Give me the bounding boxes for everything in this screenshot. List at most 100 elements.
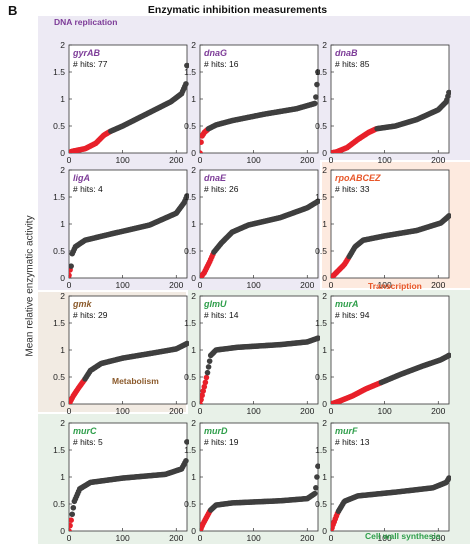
data-point: [313, 94, 319, 100]
y-tick-label: 0.5: [184, 372, 196, 382]
data-point: [184, 193, 189, 199]
y-tick-label: 0.5: [184, 499, 196, 509]
hits-label: # hits: 16: [204, 59, 239, 69]
x-tick-label: 200: [431, 406, 445, 416]
y-tick-label: 0: [191, 273, 196, 283]
plot-area: [330, 422, 450, 532]
plot-area: [68, 169, 188, 279]
subplot-dnaE: 0 0.5 1 1.5 2 0 100 200 dnaE# hits: 26: [184, 165, 320, 290]
data-point: [311, 490, 318, 497]
x-tick-label: 100: [247, 280, 261, 290]
subplot-dnaG: 0 0.5 1 1.5 2 0 100 200 dnaG# hits: 16: [184, 40, 320, 165]
x-tick-label: 0: [329, 533, 334, 543]
gene-name: gmk: [72, 299, 93, 309]
y-tick-label: 0: [60, 148, 65, 158]
y-tick-label: 0.5: [315, 372, 327, 382]
y-tick-label: 1: [191, 94, 196, 104]
hits-label: # hits: 94: [335, 310, 370, 320]
subplot-murD: 0 0.5 1 1.5 2 0 100 200 murD# hits: 19: [184, 418, 320, 543]
y-tick-label: 2: [322, 165, 327, 175]
x-tick-label: 100: [247, 406, 261, 416]
data-point: [69, 263, 74, 269]
hit-point: [200, 396, 204, 403]
subplot-dnaB: 0 0.5 1 1.5 2 0 100 200 dnaB# hits: 85: [315, 40, 451, 165]
y-tick-label: 1: [60, 472, 65, 482]
y-tick-label: 1.5: [184, 67, 196, 77]
points-dnaB: [331, 89, 451, 153]
hits-label: # hits: 26: [204, 184, 239, 194]
hit-point: [200, 150, 203, 153]
hits-label: # hits: 85: [335, 59, 370, 69]
data-point: [183, 458, 189, 464]
x-tick-label: 100: [116, 406, 130, 416]
x-tick-label: 0: [329, 155, 334, 165]
y-tick-label: 1.5: [53, 192, 65, 202]
y-tick-label: 2: [60, 40, 65, 50]
x-tick-label: 100: [116, 155, 130, 165]
x-tick-label: 100: [116, 280, 130, 290]
data-point: [184, 340, 189, 347]
hit-point: [200, 388, 207, 394]
gene-name: ligA: [73, 173, 90, 183]
group-label-cell-wall-synthesis: Cell wall synthesis: [365, 531, 441, 541]
subplot-gmk: 0 0.5 1 1.5 2 0 100 200 gmk# hits: 29: [53, 291, 189, 416]
figure-title: Enzymatic inhibition measurements: [147, 4, 328, 16]
y-tick-label: 1.5: [315, 67, 327, 77]
y-tick-label: 1: [60, 345, 65, 355]
hits-label: # hits: 77: [73, 59, 108, 69]
x-tick-label: 200: [300, 406, 314, 416]
gene-name: dnaB: [335, 48, 358, 58]
y-tick-label: 0: [322, 399, 327, 409]
y-tick-label: 2: [322, 40, 327, 50]
x-tick-label: 200: [169, 533, 183, 543]
hit-point: [69, 522, 73, 529]
gene-name: murA: [335, 299, 359, 309]
x-tick-label: 200: [431, 533, 445, 543]
x-tick-label: 0: [198, 155, 203, 165]
x-tick-label: 100: [116, 533, 130, 543]
y-tick-label: 0.5: [315, 121, 327, 131]
subplot-murF: 0 0.5 1 1.5 2 0 100 200 murF# hits: 13: [315, 418, 451, 543]
y-tick-label: 1: [60, 219, 65, 229]
x-tick-label: 0: [67, 155, 72, 165]
y-tick-label: 2: [60, 165, 65, 175]
data-point: [314, 81, 320, 88]
data-point: [314, 474, 320, 480]
group-label-dna-replication: DNA replication: [54, 17, 118, 27]
x-tick-label: 100: [247, 155, 261, 165]
data-point: [184, 439, 189, 445]
hit-point: [69, 272, 72, 278]
points-dnaE: [200, 198, 320, 278]
hits-label: # hits: 13: [335, 437, 370, 447]
y-tick-label: 2: [60, 291, 65, 301]
points-dnaG: [200, 69, 320, 153]
plot-area: [199, 295, 319, 405]
points-murF: [331, 475, 451, 531]
gene-name: murD: [204, 426, 228, 436]
subplot-glmU: 0 0.5 1 1.5 2 0 100 200 glmU# hits: 14: [184, 291, 320, 416]
y-tick-label: 0: [60, 526, 65, 536]
y-tick-label: 2: [322, 418, 327, 428]
points-rpoABCEZ: [331, 213, 451, 278]
gene-name: gyrAB: [72, 48, 101, 58]
y-tick-label: 0: [322, 526, 327, 536]
y-tick-label: 0: [191, 526, 196, 536]
panel-letter: B: [8, 3, 18, 18]
hit-point: [200, 139, 204, 145]
y-tick-label: 1.5: [315, 192, 327, 202]
points-gmk: [69, 340, 189, 404]
y-tick-label: 1: [191, 219, 196, 229]
hit-point: [69, 517, 74, 523]
y-tick-label: 1: [191, 472, 196, 482]
y-tick-label: 2: [191, 40, 196, 50]
y-tick-label: 1.5: [315, 445, 327, 455]
data-point: [446, 213, 451, 219]
data-point: [205, 364, 212, 370]
hit-point: [202, 379, 209, 386]
x-tick-label: 200: [169, 155, 183, 165]
y-tick-label: 1: [60, 94, 65, 104]
y-tick-label: 0.5: [53, 246, 65, 256]
x-tick-label: 100: [378, 406, 392, 416]
y-tick-label: 1.5: [53, 445, 65, 455]
